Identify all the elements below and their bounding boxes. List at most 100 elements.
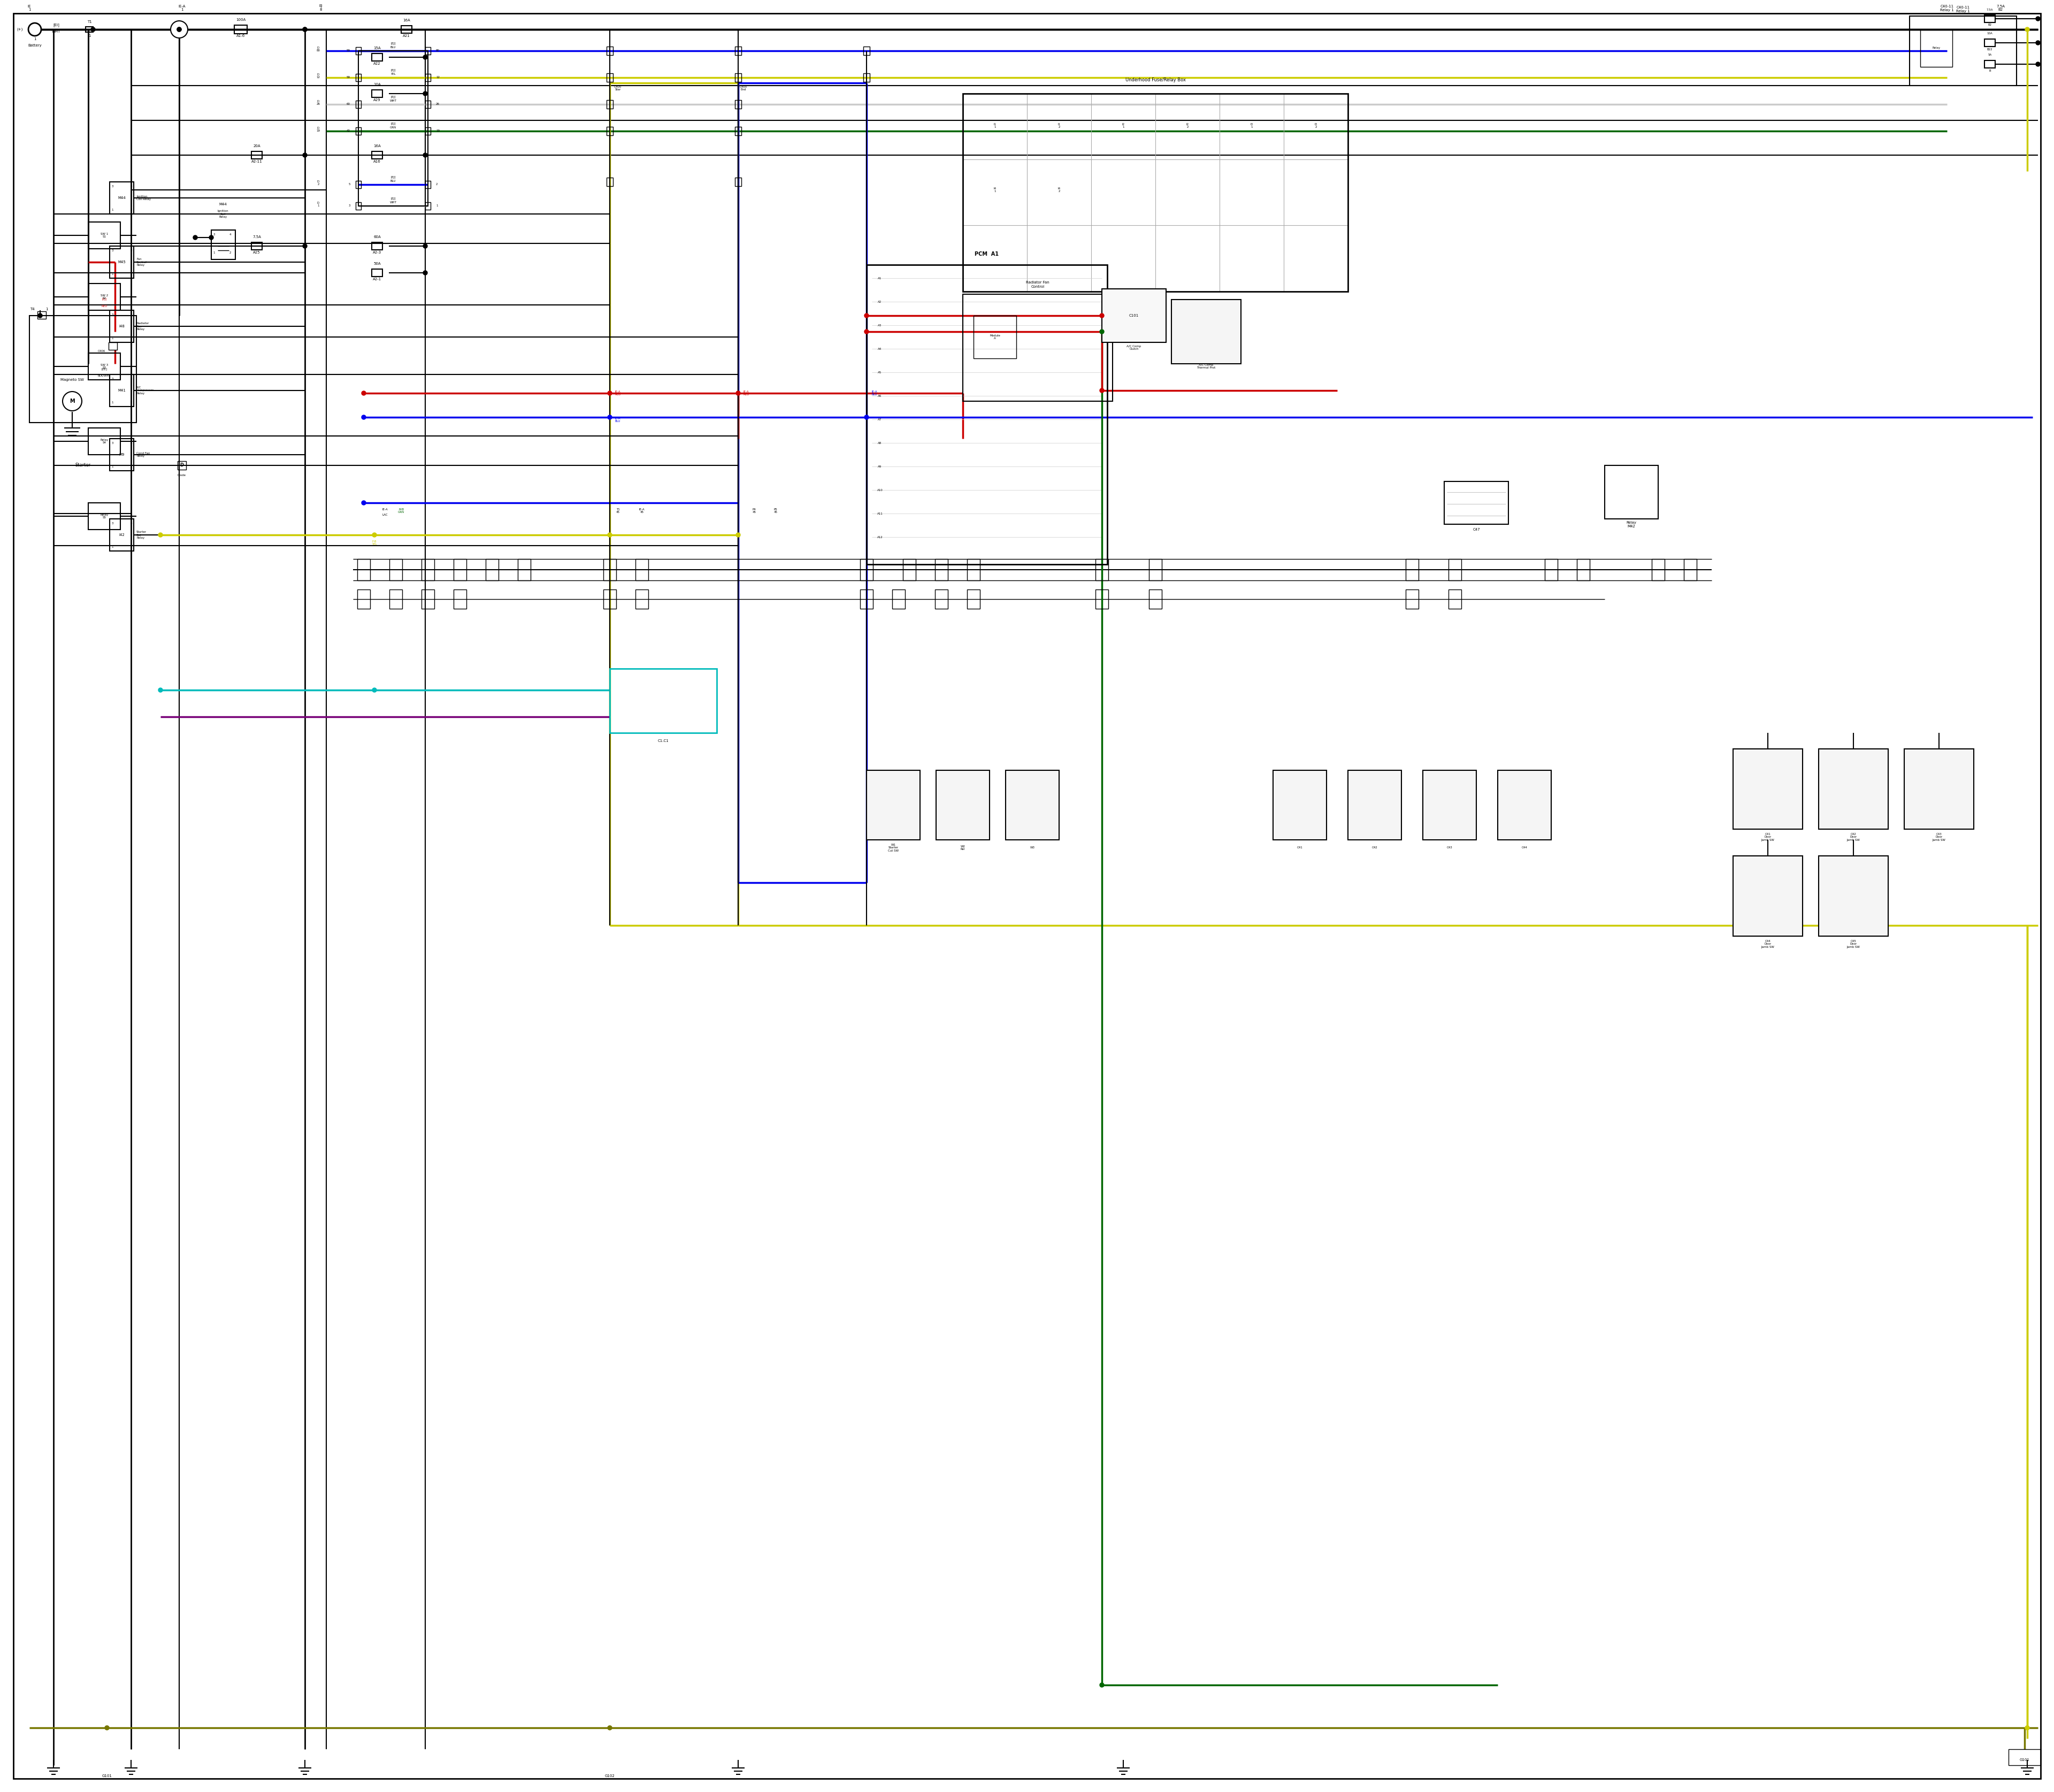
- Circle shape: [210, 235, 214, 240]
- Text: A7: A7: [877, 418, 881, 421]
- Text: G101: G101: [103, 1774, 113, 1778]
- Bar: [357, 590, 370, 609]
- Text: BLK/WHT: BLK/WHT: [99, 375, 111, 376]
- Text: IE-A
RED: IE-A RED: [614, 391, 620, 396]
- Text: A11: A11: [877, 513, 883, 514]
- Circle shape: [177, 27, 181, 32]
- Bar: [1273, 771, 1327, 840]
- Text: Radiator
Fan
Relay: Radiator Fan Relay: [136, 323, 148, 332]
- Text: M45: M45: [117, 260, 125, 263]
- Circle shape: [62, 392, 82, 410]
- Text: A9: A9: [877, 466, 881, 468]
- Text: IE-A
45: IE-A 45: [639, 507, 645, 514]
- Bar: [1684, 559, 1697, 581]
- Bar: [390, 559, 403, 581]
- Text: A5: A5: [877, 371, 881, 375]
- Text: M: M: [70, 398, 74, 403]
- Bar: [372, 90, 382, 97]
- Circle shape: [193, 235, 197, 240]
- Bar: [606, 177, 612, 186]
- Text: 20A: 20A: [253, 145, 261, 147]
- Circle shape: [37, 314, 43, 317]
- Text: Ignition
Coil Relay: Ignition Coil Relay: [136, 195, 150, 201]
- Bar: [1444, 482, 1508, 525]
- Bar: [1651, 559, 1664, 581]
- Bar: [425, 47, 431, 54]
- Text: YEL: YEL: [390, 73, 396, 75]
- Bar: [212, 229, 236, 260]
- Text: A2-11: A2-11: [251, 159, 263, 163]
- Text: M41: M41: [117, 389, 125, 392]
- Text: IE-A
BLU: IE-A BLU: [614, 418, 620, 423]
- Text: D
26: D 26: [316, 100, 320, 106]
- Text: C1.C1: C1.C1: [657, 740, 670, 742]
- Text: A6: A6: [877, 394, 881, 398]
- Bar: [1818, 857, 1888, 935]
- Text: I2
1: I2 1: [1121, 124, 1126, 129]
- Circle shape: [29, 23, 41, 36]
- Text: A10: A10: [877, 489, 883, 491]
- Bar: [1920, 29, 1953, 66]
- Text: M-B
GRN: M-B GRN: [398, 507, 405, 514]
- Text: Starter: Starter: [76, 462, 90, 468]
- Text: A22: A22: [374, 63, 380, 65]
- Text: B22: B22: [1986, 48, 1992, 50]
- Bar: [355, 47, 362, 54]
- Text: 7.5A
B2: 7.5A B2: [1996, 5, 2005, 11]
- Circle shape: [608, 416, 612, 419]
- Bar: [1734, 749, 1803, 830]
- Bar: [425, 202, 431, 210]
- Bar: [355, 127, 362, 134]
- Text: C44
Door
Jamb SW: C44 Door Jamb SW: [1760, 939, 1775, 948]
- Text: Relay
S4: Relay S4: [101, 439, 109, 444]
- Text: 16A: 16A: [374, 145, 380, 147]
- Text: 42: 42: [347, 129, 351, 133]
- Bar: [735, 73, 741, 82]
- Bar: [891, 590, 906, 609]
- Text: A4: A4: [877, 348, 881, 349]
- Circle shape: [608, 532, 612, 538]
- Bar: [372, 242, 382, 249]
- Text: T4: T4: [31, 308, 35, 310]
- Bar: [37, 312, 45, 319]
- Text: GRN: GRN: [390, 127, 396, 129]
- Circle shape: [372, 688, 376, 692]
- Bar: [867, 771, 920, 840]
- Circle shape: [362, 416, 366, 419]
- Text: A1: A1: [877, 276, 881, 280]
- Bar: [1448, 559, 1460, 581]
- Bar: [29, 315, 136, 423]
- Bar: [88, 504, 121, 530]
- Text: Battery: Battery: [29, 43, 41, 47]
- Text: SW 1
S1: SW 1 S1: [101, 233, 109, 238]
- Text: I42: I42: [119, 534, 125, 536]
- Circle shape: [1099, 1683, 1105, 1686]
- Text: A2: A2: [877, 301, 881, 303]
- Text: A12: A12: [877, 536, 883, 538]
- Bar: [867, 265, 1107, 564]
- Bar: [606, 100, 612, 109]
- Text: [EJ]: [EJ]: [390, 68, 396, 72]
- Bar: [606, 127, 612, 136]
- Bar: [421, 590, 433, 609]
- Bar: [1423, 771, 1477, 840]
- Text: Relay: Relay: [1933, 47, 1941, 50]
- Text: [EJ]: [EJ]: [390, 176, 396, 179]
- Bar: [88, 428, 121, 455]
- Bar: [372, 54, 382, 61]
- Text: D
2: D 2: [316, 179, 320, 186]
- Text: 1: 1: [88, 34, 90, 38]
- Circle shape: [105, 1726, 109, 1729]
- Text: D
12: D 12: [316, 73, 320, 79]
- Bar: [454, 590, 466, 609]
- Text: BLU: BLU: [390, 179, 396, 183]
- Text: W3: W3: [1029, 846, 1035, 849]
- Text: 60: 60: [347, 102, 351, 106]
- Text: IE-A: IE-A: [382, 507, 388, 511]
- Bar: [1347, 771, 1401, 840]
- Circle shape: [423, 152, 427, 158]
- Text: A/C Comp
Clutch: A/C Comp Clutch: [1128, 344, 1142, 351]
- Text: C43
Door
Jamb SW: C43 Door Jamb SW: [1933, 833, 1945, 842]
- Bar: [355, 181, 362, 188]
- Text: [EJ]: [EJ]: [390, 197, 396, 199]
